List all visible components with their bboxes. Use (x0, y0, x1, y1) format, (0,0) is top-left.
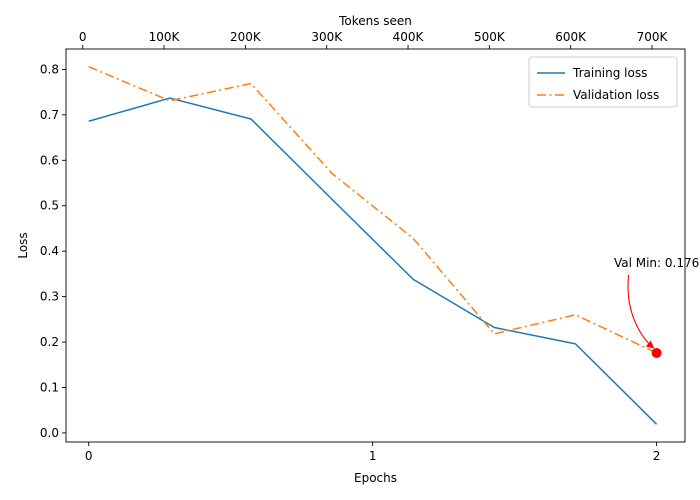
series-line-training (88, 97, 658, 425)
x-tick-label: 0 (85, 449, 93, 463)
top-x-tick-label: 400K (393, 30, 425, 44)
y-tick-label: 0.7 (40, 108, 59, 122)
annotation-arrow (627, 274, 655, 349)
y-axis-label: Loss (16, 232, 30, 258)
plot-frame (65, 48, 686, 443)
y-tick-label: 0.5 (40, 199, 59, 213)
top-x-tick-label: 0 (79, 30, 87, 44)
y-tick-label: 0.2 (40, 335, 59, 349)
val-min-marker (651, 347, 662, 358)
legend-box (528, 56, 678, 108)
y-tick-label: 0.6 (40, 153, 59, 167)
top-x-tick-label: 500K (474, 30, 506, 44)
top-x-tick-label: 600K (555, 30, 587, 44)
legend-label-training: Training loss (572, 66, 647, 80)
top-x-tick-label: 300K (311, 30, 343, 44)
x-axis-label: Epochs (354, 471, 397, 485)
y-tick-label: 0.3 (40, 290, 59, 304)
y-tick-label: 0.8 (40, 62, 59, 76)
y-tick-label: 0.4 (40, 244, 59, 258)
x-tick-label: 2 (653, 449, 661, 463)
y-tick-label: 0.0 (40, 426, 59, 440)
top-x-tick-label: 100K (149, 30, 181, 44)
series-line-validation (88, 66, 657, 354)
y-tick-label: 0.1 (40, 380, 59, 394)
legend-label-validation: Validation loss (573, 88, 659, 102)
x-tick-label: 1 (369, 449, 377, 463)
top-x-axis-label: Tokens seen (338, 14, 412, 28)
annotation-text: Val Min: 0.176 (614, 256, 699, 270)
top-x-tick-label: 700K (637, 30, 669, 44)
top-x-tick-label: 200K (230, 30, 262, 44)
